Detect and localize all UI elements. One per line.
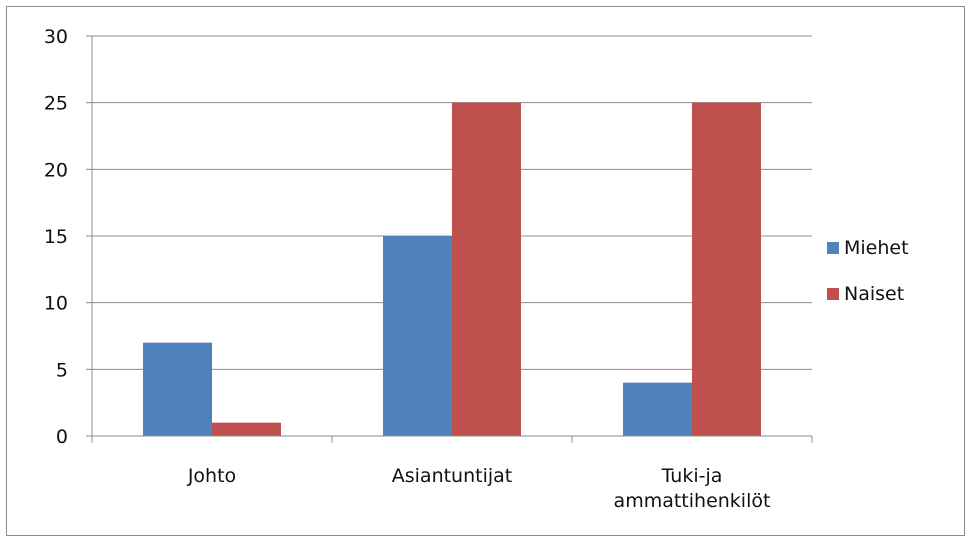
x-category-label: Johto	[187, 465, 236, 487]
bar-miehet-3	[623, 382, 692, 436]
y-tick-label: 5	[56, 359, 68, 381]
bars	[143, 102, 761, 437]
y-tick-label: 15	[44, 226, 68, 248]
y-tick-label: 20	[44, 159, 68, 181]
x-category-label: Asiantuntijat	[392, 465, 513, 487]
bar-miehet-2	[383, 236, 452, 436]
legend-swatch-naiset	[827, 288, 839, 300]
x-category-labels: Johto Asiantuntijat Tuki-ja ammattihenkilöt	[187, 465, 771, 512]
x-category-label-line: Asiantuntijat	[392, 465, 513, 487]
x-category-label-line: Johto	[187, 465, 236, 487]
legend: Miehet Naiset	[827, 237, 909, 305]
x-category-label-line: ammattihenkilöt	[614, 490, 771, 512]
axes	[86, 35, 813, 443]
y-tick-label: 10	[44, 293, 68, 315]
y-tick-labels: 0 5 10 15 20 25 30	[44, 26, 68, 448]
legend-label-naiset: Naiset	[844, 283, 904, 305]
legend-label-miehet: Miehet	[844, 237, 909, 259]
x-category-label: Tuki-ja ammattihenkilöt	[614, 465, 771, 512]
y-tick-label: 0	[56, 426, 68, 448]
bar-naiset-2	[452, 102, 521, 437]
y-tick-label: 25	[44, 93, 68, 115]
legend-swatch-miehet	[827, 242, 839, 254]
bar-miehet-1	[143, 342, 212, 436]
bar-naiset-1	[212, 422, 281, 436]
bar-naiset-3	[692, 102, 761, 437]
x-category-label-line: Tuki-ja	[661, 465, 723, 487]
y-tick-label: 30	[44, 26, 68, 48]
